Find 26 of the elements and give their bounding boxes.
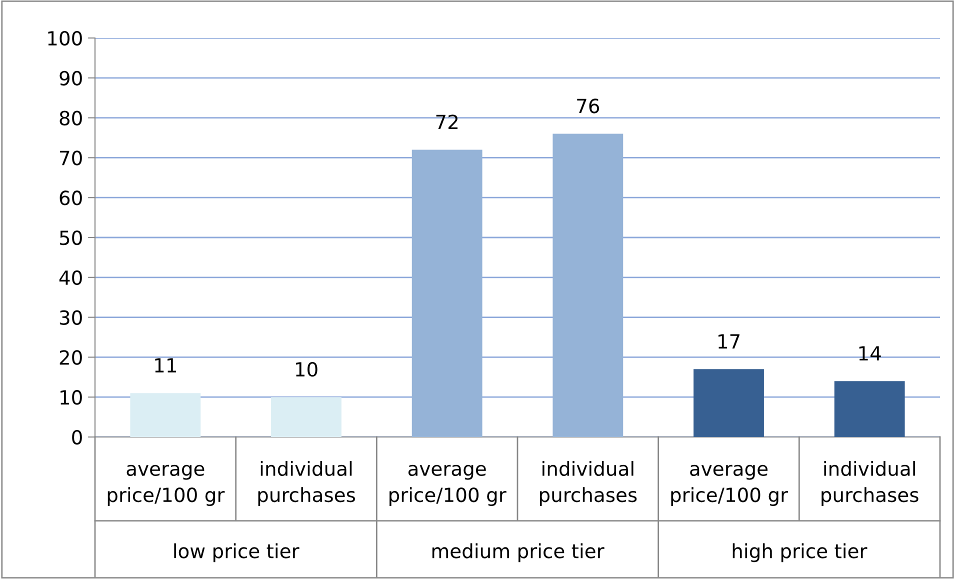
y-tick-label: 90 — [60, 70, 82, 86]
y-tick-label: 60 — [60, 190, 82, 206]
data-label: 76 — [577, 98, 600, 114]
y-tick-label: 70 — [60, 150, 82, 166]
data-label: 14 — [859, 346, 881, 360]
y-tick-label: 40 — [59, 270, 82, 286]
x-tick-label: average price/100 gr — [108, 464, 225, 506]
data-label: 17 — [718, 334, 740, 348]
data-label: 72 — [436, 114, 458, 130]
x-tick-label: individual purchases — [258, 460, 355, 506]
x-tick-label: average price/100 gr — [390, 464, 506, 506]
y-tick-label: 20 — [60, 350, 82, 365]
y-tick-label: 50 — [60, 230, 82, 246]
data-label: 11 — [155, 358, 176, 372]
x-tick-label: individual purchases — [822, 460, 918, 506]
text: high price tier — [732, 543, 868, 562]
x-tick-label: individual purchases — [540, 460, 637, 506]
y-tick-label: 80 — [60, 110, 82, 126]
text: medium price tier — [432, 543, 604, 562]
text: low price tier — [174, 543, 300, 562]
data-label: 10 — [296, 362, 318, 377]
y-tick-label: 0 — [72, 430, 82, 445]
x-tick-label: average price/100 gr — [671, 464, 788, 506]
y-tick-label: 100 — [48, 30, 82, 46]
y-tick-label: 30 — [60, 310, 82, 325]
y-tick-label: 10 — [60, 390, 82, 405]
